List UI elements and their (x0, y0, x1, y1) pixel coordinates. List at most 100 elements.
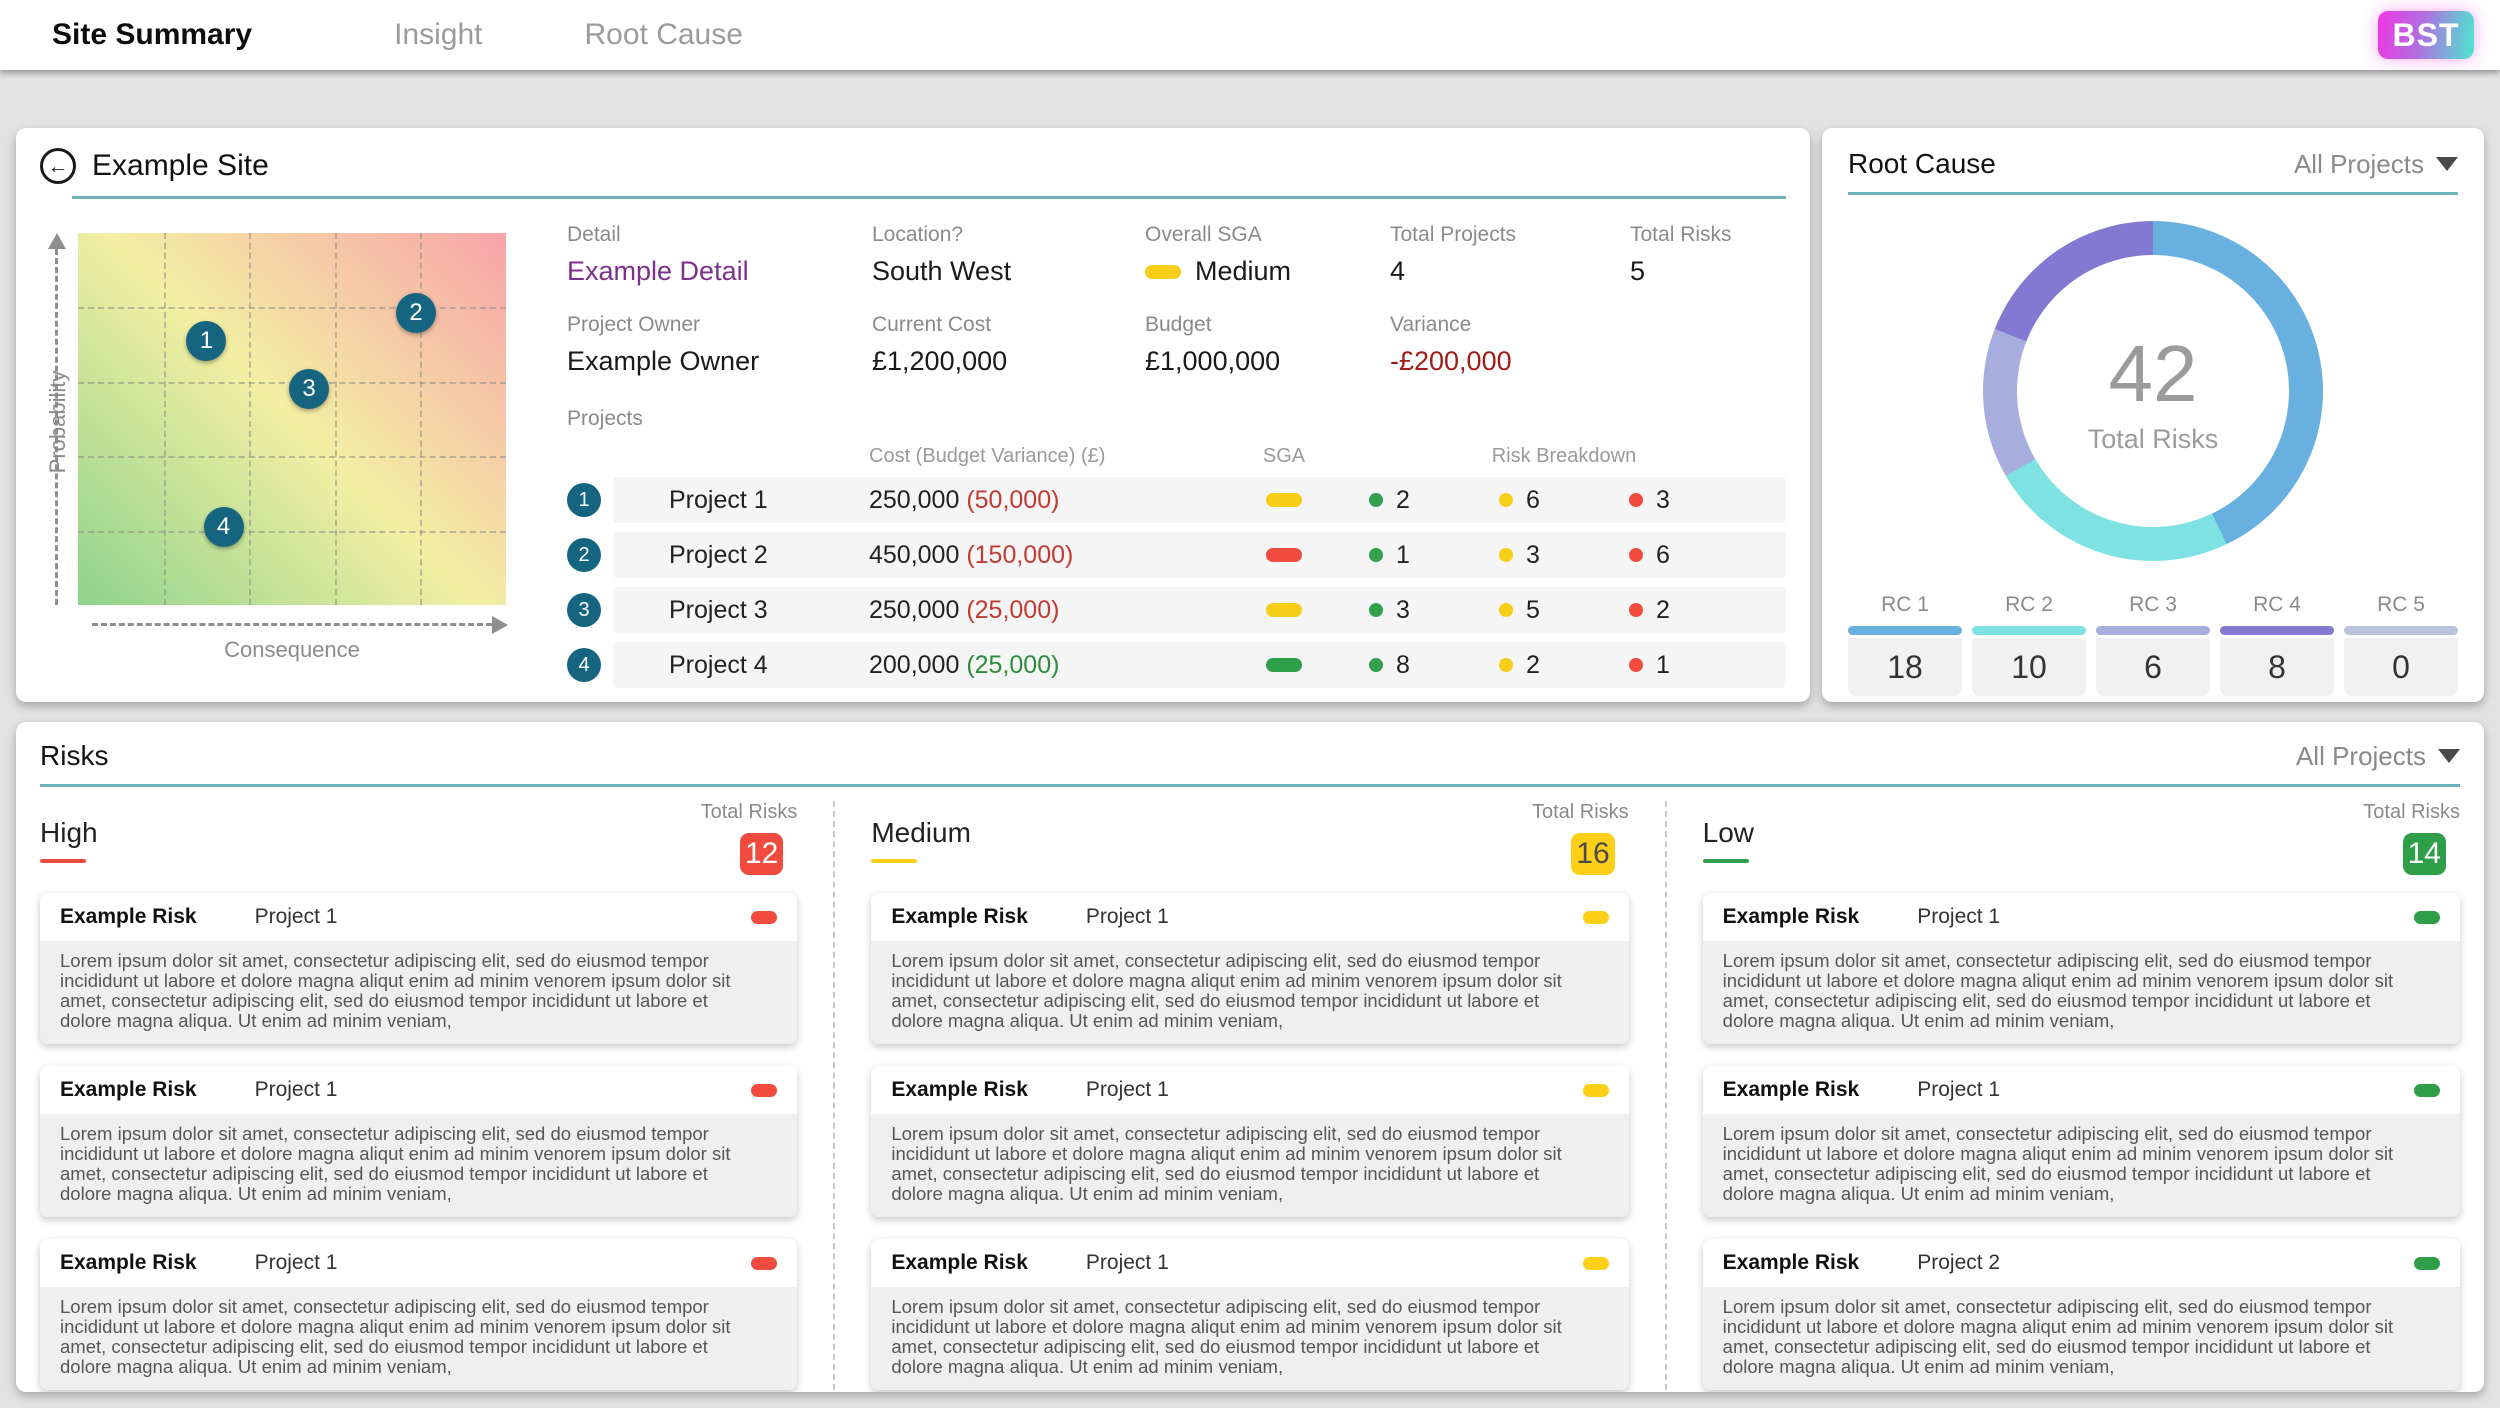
rc-card-3: RC 3 6 (2096, 593, 2210, 696)
root-cause-panel: Root Cause All Projects 42 Total Risks R… (1822, 128, 2484, 702)
detail-value-link[interactable]: Example Detail (567, 256, 749, 286)
risk-card[interactable]: Example Risk Project 1 Lorem ipsum dolor… (40, 893, 798, 1044)
project-number-badge: 3 (567, 593, 601, 627)
probability-axis-label: Probability (45, 370, 70, 474)
amber-dot-icon (1499, 548, 1513, 562)
severity-pill (1582, 910, 1609, 924)
severity-pill (751, 1256, 778, 1270)
green-dot-icon (1369, 603, 1383, 617)
green-dot-icon (1369, 658, 1383, 672)
project-cost: 450,000 (150,000) (869, 540, 1074, 569)
risk-project: Project 1 (1085, 905, 1169, 928)
divider (40, 784, 2460, 787)
rc-color-bar (1848, 626, 1962, 635)
risk-description: Lorem ipsum dolor sit amet, consectetur … (1702, 941, 2460, 1044)
risk-description: Lorem ipsum dolor sit amet, consectetur … (40, 1114, 798, 1217)
risk-card[interactable]: Example Risk Project 2 Lorem ipsum dolor… (1702, 1239, 2460, 1390)
risk-project: Project 1 (1085, 1078, 1169, 1101)
site-title: Example Site (92, 149, 269, 182)
rc-card-4: RC 4 8 (2220, 593, 2334, 696)
rc-card-2: RC 2 10 (1972, 593, 2086, 696)
red-dot-icon (1629, 603, 1643, 617)
total-risks-label: Total Risks (700, 801, 798, 823)
severity-pill (2413, 1256, 2440, 1270)
risk-count-amber: 5 (1499, 596, 1629, 625)
severity-label: Medium (871, 817, 971, 848)
risk-card[interactable]: Example Risk Project 1 Lorem ipsum dolor… (40, 1066, 798, 1217)
example-site-panel: ← Example Site 1 (16, 128, 1810, 702)
project-row-1[interactable]: 1 Project 1 250,000 (50,000) 2 6 3 (567, 477, 1786, 523)
risk-description: Lorem ipsum dolor sit amet, consectetur … (1702, 1114, 2460, 1217)
risk-project: Project 2 (1917, 1251, 2001, 1274)
green-dot-icon (1369, 548, 1383, 562)
project-row-3[interactable]: 3 Project 3 250,000 (25,000) 3 5 2 (567, 587, 1786, 633)
severity-label: High (40, 817, 98, 848)
amber-dot-icon (1499, 493, 1513, 507)
projects-table-header: Cost (Budget Variance) (£) SGA Risk Brea… (613, 445, 1786, 468)
risk-title: Example Risk (60, 1078, 197, 1101)
severity-pill (2413, 910, 2440, 924)
rc-value: 0 (2344, 638, 2458, 696)
total-risks-label: Total Risks (1531, 801, 1629, 823)
project-number-badge: 4 (567, 648, 601, 682)
severity-pill (1582, 1256, 1609, 1270)
severity-pill (751, 1083, 778, 1097)
field-total-projects: Total Projects 4 (1390, 223, 1517, 286)
total-risks-label: Total Risks (2363, 801, 2460, 823)
risk-matrix-plot: 1 2 3 4 (78, 233, 506, 605)
severity-label: Low (1702, 817, 1755, 848)
severity-pill (1582, 1083, 1609, 1097)
rc-value: 6 (2096, 638, 2210, 696)
severity-pill (2413, 1083, 2440, 1097)
risk-card[interactable]: Example Risk Project 1 Lorem ipsum dolor… (871, 1066, 1629, 1217)
tab-site-summary[interactable]: Site Summary (52, 18, 253, 51)
severity-underline (40, 859, 86, 863)
risk-column-high: High Total Risks 12 Example Risk Project… (40, 801, 836, 1390)
project-row-2[interactable]: 2 Project 2 450,000 (150,000) 1 3 6 (567, 532, 1786, 578)
severity-underline (1702, 859, 1749, 863)
project-number-badge: 1 (567, 483, 601, 517)
project-row-4[interactable]: 4 Project 4 200,000 (25,000) 8 2 1 (567, 642, 1786, 688)
risk-count-red: 1 (1629, 651, 1759, 680)
tab-insight[interactable]: Insight (394, 18, 483, 51)
project-cost: 200,000 (25,000) (869, 650, 1060, 679)
risk-description: Lorem ipsum dolor sit amet, consectetur … (40, 941, 798, 1044)
root-cause-projects-dropdown[interactable]: All Projects (2294, 149, 2458, 180)
risk-count-red: 6 (1629, 541, 1759, 570)
sga-status-pill (1266, 603, 1302, 617)
risk-project: Project 1 (254, 905, 338, 928)
risk-project: Project 1 (254, 1251, 338, 1274)
matrix-point-2: 2 (396, 292, 437, 333)
site-details: Detail Example Detail Location? South We… (567, 223, 1786, 695)
consequence-axis-label: Consequence (224, 637, 360, 662)
risk-count-green: 3 (1369, 596, 1499, 625)
risk-title: Example Risk (60, 905, 197, 928)
back-button[interactable]: ← (40, 148, 76, 184)
risks-projects-dropdown[interactable]: All Projects (2296, 741, 2460, 772)
risk-description: Lorem ipsum dolor sit amet, consectetur … (871, 941, 1629, 1044)
column-header-risk-breakdown: Risk Breakdown (1491, 445, 1637, 467)
risk-card[interactable]: Example Risk Project 1 Lorem ipsum dolor… (1702, 893, 2460, 1044)
risk-title: Example Risk (1722, 1078, 1860, 1101)
field-total-risks: Total Risks 5 (1630, 223, 1732, 286)
rc-color-bar (2344, 626, 2458, 635)
risk-card[interactable]: Example Risk Project 1 Lorem ipsum dolor… (871, 1239, 1629, 1390)
rc-card-1: RC 1 18 (1848, 593, 1962, 696)
matrix-point-1: 1 (186, 320, 227, 361)
tab-root-cause[interactable]: Root Cause (584, 18, 743, 51)
field-detail: Detail Example Detail (567, 223, 872, 287)
risk-card[interactable]: Example Risk Project 1 Lorem ipsum dolor… (871, 893, 1629, 1044)
risk-card[interactable]: Example Risk Project 1 Lorem ipsum dolor… (40, 1239, 798, 1390)
risk-card[interactable]: Example Risk Project 1 Lorem ipsum dolor… (1702, 1066, 2460, 1217)
field-budget: Budget £1,000,000 (1145, 313, 1281, 376)
risk-title: Example Risk (891, 905, 1028, 928)
field-current-cost: Current Cost £1,200,000 (872, 313, 1008, 376)
risk-count-red: 2 (1629, 596, 1759, 625)
project-cost: 250,000 (50,000) (869, 485, 1060, 514)
column-header-sga: SGA (1262, 445, 1306, 467)
risks-title: Risks (40, 740, 109, 771)
rc-color-bar (2096, 626, 2210, 635)
chevron-down-icon (2438, 749, 2460, 763)
root-cause-title: Root Cause (1848, 148, 1996, 179)
chevron-down-icon (2436, 157, 2458, 171)
